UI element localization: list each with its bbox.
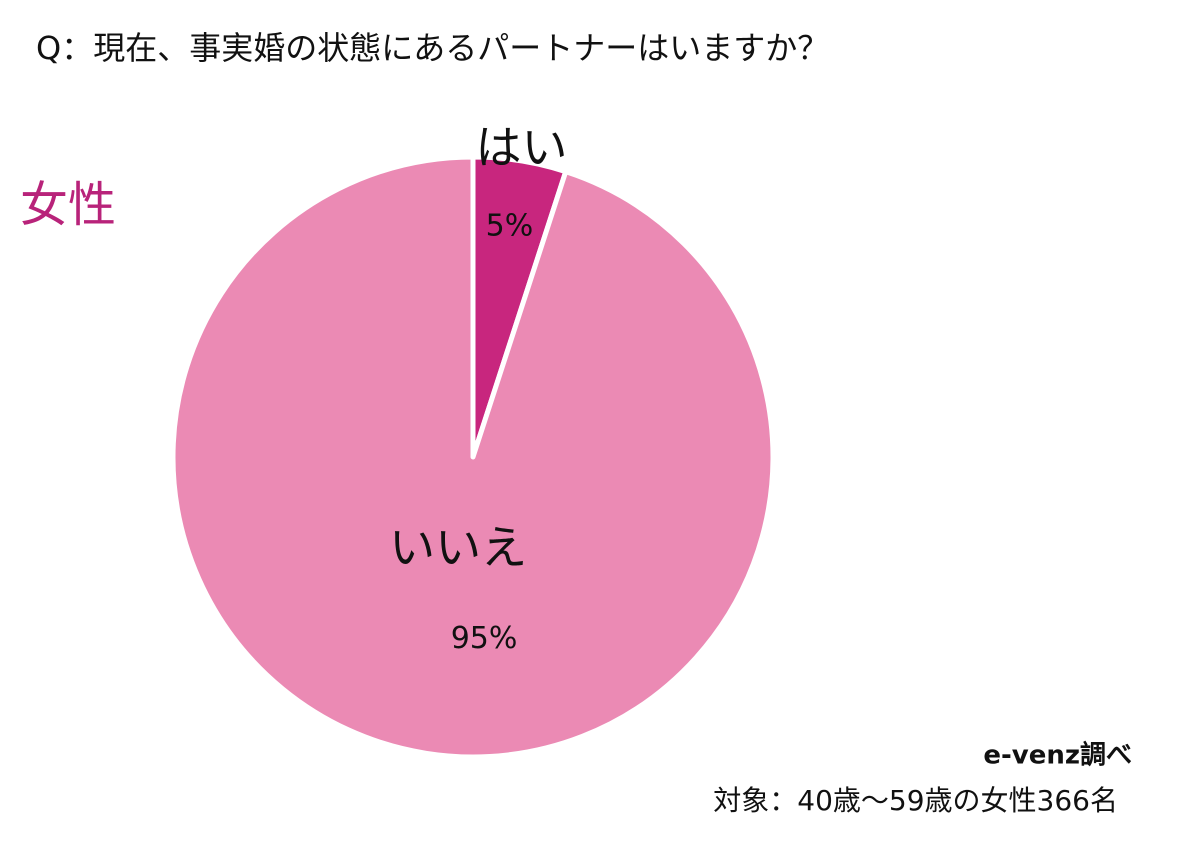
note: 対象：40歳〜59歳の女性366名 (713, 784, 1118, 817)
chart-subtitle: 女性 (20, 177, 116, 233)
source: e-venz調べ (983, 740, 1132, 771)
pie-slice (170, 154, 776, 760)
slice-label: いいえ (389, 520, 527, 574)
slice-label: はい (475, 120, 567, 174)
value-label: 5% (486, 208, 534, 243)
value-label: 95% (451, 621, 518, 656)
chart-title: Q：現在、事実婚の状態にあるパートナーはいますか？ (36, 29, 829, 67)
